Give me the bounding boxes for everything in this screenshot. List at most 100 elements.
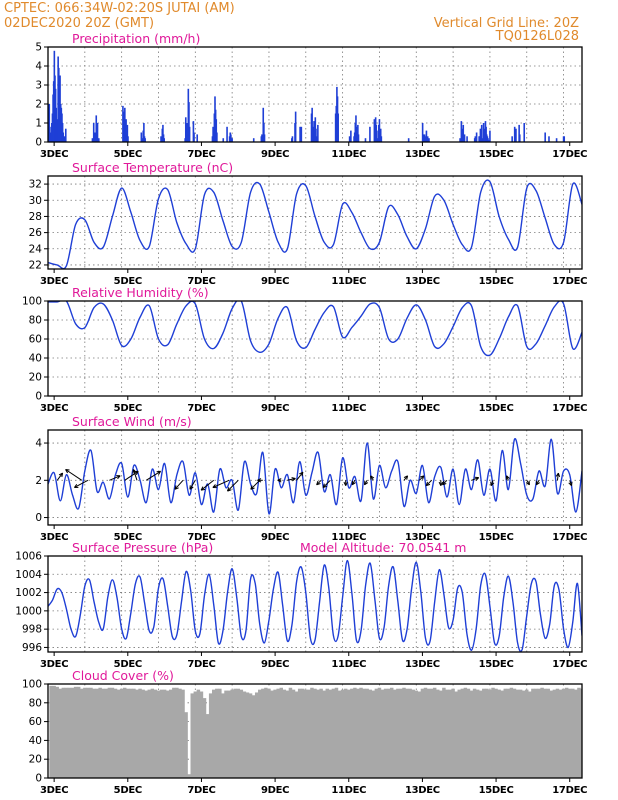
cloud-bar — [531, 688, 535, 778]
cloud-bar — [521, 690, 526, 778]
cloud-bar — [393, 689, 397, 778]
header-location: CPTEC: 066:34W-02:20S JUTAI (AM) — [4, 1, 235, 16]
wind-arrow — [56, 472, 64, 481]
cloud-bar — [144, 690, 148, 778]
cloud-bar — [365, 688, 369, 778]
cloud-bar — [457, 689, 461, 778]
x-tick-label: 11DEC — [331, 532, 366, 543]
precip-bar — [462, 124, 465, 142]
y-tick-label: 0 — [35, 137, 42, 149]
wind-title: Surface Wind (m/s) — [72, 414, 192, 429]
cloud-bar — [399, 688, 403, 778]
precip-bar — [231, 138, 233, 142]
x-tick-label: 11DEC — [331, 149, 366, 160]
cloud-bar — [162, 689, 167, 778]
cloud-bar — [497, 689, 501, 778]
precip-bar — [63, 136, 66, 142]
cloud-bar — [328, 689, 333, 778]
cloud-bar — [564, 687, 569, 778]
cloud-bar — [368, 689, 372, 778]
precip-bar — [291, 136, 294, 142]
precip-bar — [489, 130, 491, 142]
panels-group: 0 1 2 3 4 5 3DEC 5DEC 7DEC 9DEC 11DEC 13DEC 15DEC 17D… — [15, 31, 587, 796]
cloud-bar — [89, 687, 93, 778]
x-tick-label: 5DEC — [114, 149, 142, 160]
cloud-bar — [451, 688, 455, 778]
wind-arrow — [296, 471, 304, 481]
cloud-bar — [353, 687, 357, 778]
cloud-bar — [313, 688, 317, 778]
precip-bar — [555, 138, 558, 142]
y-tick-label: 5 — [35, 42, 42, 54]
precip-bar — [222, 138, 225, 142]
x-tick-label: 11DEC — [331, 659, 366, 670]
cloud-bar — [107, 687, 112, 778]
x-tick-label: 11DEC — [331, 403, 366, 414]
wind-arrow — [343, 480, 348, 486]
precip-bar — [311, 126, 314, 142]
wind-arrow — [277, 478, 282, 483]
cloud-bar — [153, 689, 158, 778]
precip-bar — [92, 123, 95, 142]
cloud-bar — [442, 687, 446, 778]
precip-bar — [369, 126, 371, 142]
precip-bar — [192, 121, 195, 142]
cloud-bar — [528, 691, 532, 778]
precip-bar — [125, 119, 127, 142]
y-tick-label: 0 — [35, 773, 42, 785]
cloud-bar — [181, 689, 185, 778]
cloud-bar — [432, 687, 437, 778]
cloud-bar — [485, 688, 489, 778]
x-tick-label: 5DEC — [114, 532, 142, 543]
wind-arrow — [425, 479, 432, 487]
x-tick-label: 17DEC — [552, 403, 587, 414]
cloud-bar — [218, 688, 222, 778]
cloud-bar — [116, 689, 121, 778]
precip-bar — [482, 123, 485, 142]
cloud-bar — [347, 689, 351, 778]
precip-bar — [188, 126, 191, 142]
header-run-time: 02DEC2020 20Z (GMT) — [4, 16, 154, 31]
cloud-bar — [439, 690, 443, 778]
y-tick-label: 80 — [29, 315, 42, 327]
wind-arrow — [174, 479, 184, 490]
x-tick-label: 17DEC — [552, 276, 587, 287]
cloud-bar — [429, 688, 434, 778]
wind-arrow — [322, 479, 331, 488]
wind-arrow — [418, 475, 425, 481]
cloud-bar — [248, 693, 253, 778]
wind-arrow — [257, 478, 263, 483]
x-tick-label: 15DEC — [479, 785, 514, 796]
cloud-bar — [417, 691, 422, 778]
wind-arrow — [316, 479, 322, 486]
precip-bar — [407, 138, 410, 142]
precip-bar — [143, 123, 145, 142]
y-tick-label: 100 — [22, 296, 42, 308]
cloud-bar — [340, 689, 345, 778]
precip-bar — [513, 126, 516, 142]
plot-area — [48, 50, 566, 142]
x-tick-label: 13DEC — [405, 659, 440, 670]
panel-pressure: 996 998 1000 1002 1004 1006 3DEC 5DEC 7DEC 9DEC 11… — [15, 540, 587, 670]
wind-arrow — [525, 480, 530, 486]
cloud-bar — [297, 688, 302, 778]
precip-bar — [563, 136, 566, 142]
cloud-bar — [500, 690, 504, 778]
cloud-bar — [211, 689, 216, 778]
y-tick-label: 100 — [22, 679, 42, 691]
cloud-bar — [135, 689, 139, 778]
precip-bar — [475, 132, 478, 142]
precip-bar — [94, 132, 96, 142]
precip-bar — [379, 128, 382, 142]
x-tick-label: 9DEC — [261, 659, 289, 670]
x-tick-label: 13DEC — [405, 785, 440, 796]
x-tick-label: 13DEC — [405, 149, 440, 160]
precip-bar — [511, 136, 513, 142]
x-tick-label: 17DEC — [552, 532, 587, 543]
panel-frame — [47, 683, 583, 779]
cloud-bar — [184, 712, 188, 778]
y-tick-label: 22 — [29, 259, 42, 271]
x-tick-label: 5DEC — [114, 276, 142, 287]
x-tick-label: 3DEC — [40, 149, 68, 160]
cloud-bar — [110, 687, 115, 778]
